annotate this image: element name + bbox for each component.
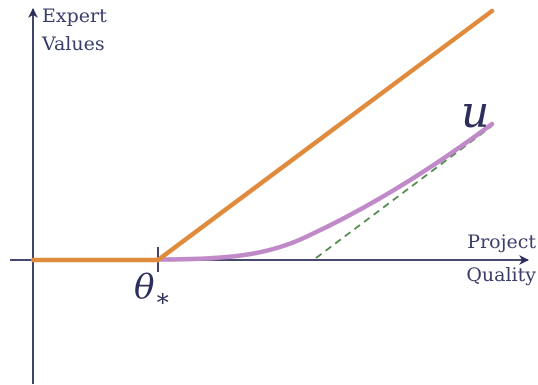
x-axis-label-line2: Quality <box>466 264 536 286</box>
orange-rising-line <box>155 8 495 263</box>
threshold-symbol: θ <box>134 267 154 307</box>
curve-u <box>155 121 495 262</box>
y-axis-label-line2: Values <box>41 33 105 55</box>
x-axis-label-line1: Project <box>467 231 536 253</box>
asymptote-dashed-line <box>315 125 493 259</box>
threshold-subscript: ∗ <box>154 284 170 312</box>
threshold-label: θ∗ <box>134 267 171 312</box>
curve-u-label: u <box>461 87 489 138</box>
y-axis-label-line1: Expert <box>42 5 107 27</box>
